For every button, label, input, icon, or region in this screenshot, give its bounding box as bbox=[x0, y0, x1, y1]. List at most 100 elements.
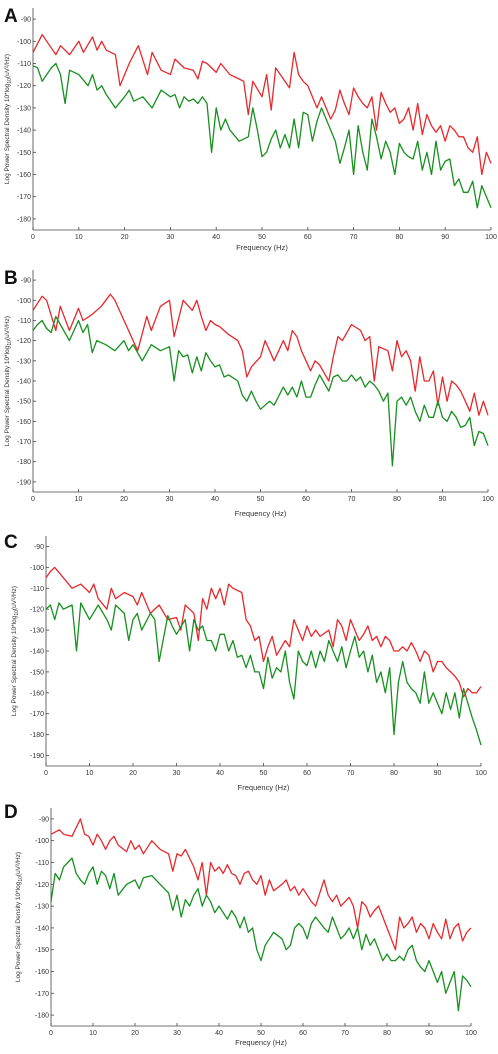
panel-a: A 0 10 20 30 40 50 60 70 80 90 100 -90 -100 -110 -120 -… bbox=[0, 0, 498, 262]
series-line-red bbox=[32, 33, 492, 176]
x-tick-label: 60 bbox=[303, 770, 311, 777]
y-axis-label-main: Log Power Spectral Density 10*log bbox=[15, 881, 22, 982]
x-tick-label: 50 bbox=[257, 1030, 265, 1037]
y-tick-label: -110 bbox=[36, 860, 50, 867]
series-line-red bbox=[50, 818, 472, 951]
x-tick-label: 100 bbox=[485, 234, 497, 241]
y-axis-label-unit: (uV²/Hz) bbox=[4, 54, 11, 78]
x-tick-label: 40 bbox=[212, 234, 220, 241]
y-tick-label: -190 bbox=[17, 479, 31, 486]
y-tick-label: -110 bbox=[18, 61, 32, 68]
y-axis-label-main: Log Power Spectral Density 10*log bbox=[11, 615, 18, 716]
y-tick-label: -180 bbox=[17, 459, 31, 466]
y-tick-label: -150 bbox=[17, 150, 31, 157]
x-tick-label: 20 bbox=[129, 770, 137, 777]
y-axis-label-main: Log Power Spectral Density 10*log bbox=[4, 83, 11, 184]
x-tick-label: 50 bbox=[257, 496, 265, 503]
y-tick-label: -150 bbox=[17, 399, 31, 406]
x-tick-label: 70 bbox=[347, 770, 355, 777]
y-tick-label: -120 bbox=[35, 882, 49, 889]
y-tick-label: -120 bbox=[17, 83, 31, 90]
y-tick-label: -180 bbox=[30, 732, 44, 739]
x-tick-label: 70 bbox=[348, 496, 356, 503]
y-axis-label-main: Log Power Spectral Density 10*log bbox=[4, 345, 11, 446]
x-tick-label: 70 bbox=[350, 234, 358, 241]
x-tick-label: 10 bbox=[86, 770, 94, 777]
y-tick-label: -180 bbox=[35, 1013, 49, 1020]
series-line-green bbox=[45, 602, 482, 746]
x-tick-label: 90 bbox=[425, 1030, 433, 1037]
chart-b: 0 10 20 30 40 50 60 70 80 90 100 -90 -100 -110 -120 -13… bbox=[4, 270, 494, 518]
series-line-green bbox=[50, 857, 472, 1012]
y-axis-label: Log Power Spectral Density 10*log10(uV²/… bbox=[15, 852, 24, 982]
y-axis-label: Log Power Spectral Density 10*log10(uV²/… bbox=[4, 316, 13, 446]
panel-label-c: C bbox=[4, 532, 18, 553]
y-axis-label-sub: 10 bbox=[18, 876, 24, 882]
y-tick-label: -150 bbox=[30, 669, 44, 676]
x-tick-label: 100 bbox=[482, 496, 494, 503]
x-tick-label: 80 bbox=[393, 496, 401, 503]
y-tick-label: -150 bbox=[35, 947, 49, 954]
x-tick-label: 40 bbox=[215, 1030, 223, 1037]
y-tick-label: -140 bbox=[17, 128, 31, 135]
y-axis-label: Log Power Spectral Density 10*log10(uV²/… bbox=[11, 586, 20, 716]
y-tick-label: -130 bbox=[17, 358, 31, 365]
y-tick-label: -160 bbox=[17, 419, 31, 426]
x-tick-label: 90 bbox=[439, 496, 447, 503]
y-tick-label: -120 bbox=[30, 607, 44, 614]
x-tick-label: 50 bbox=[260, 770, 268, 777]
y-axis-label: Log Power Spectral Density 10*log10(uV²/… bbox=[4, 54, 13, 184]
y-tick-label: -190 bbox=[30, 753, 44, 760]
y-tick-label: -180 bbox=[17, 216, 31, 223]
panel-label-b: B bbox=[4, 268, 18, 289]
y-tick-label: -90 bbox=[21, 17, 31, 24]
x-tick-label: 100 bbox=[465, 1030, 477, 1037]
y-tick-label: -130 bbox=[17, 105, 31, 112]
y-axis-label-unit: (uV²/Hz) bbox=[11, 586, 18, 610]
x-tick-label: 0 bbox=[49, 1030, 53, 1037]
chart-a: 0 10 20 30 40 50 60 70 80 90 100 -90 -100 -110 -120 -13… bbox=[4, 8, 497, 252]
y-tick-label: -90 bbox=[21, 278, 31, 285]
y-axis-label-sub: 10 bbox=[7, 78, 13, 84]
y-tick-label: -90 bbox=[39, 816, 49, 823]
panel-label-a: A bbox=[4, 6, 18, 27]
x-tick-label: 90 bbox=[441, 234, 449, 241]
x-tick-label: 20 bbox=[120, 496, 128, 503]
y-tick-label: -130 bbox=[30, 628, 44, 635]
x-tick-label: 0 bbox=[31, 496, 35, 503]
y-axis-label-sub: 10 bbox=[14, 610, 20, 616]
panel-d: D 0 10 20 30 40 50 60 70 80 90 100 -90 -100 -110 -120 -… bbox=[0, 798, 498, 1054]
chart-c: 0 10 20 30 40 50 60 70 80 90 100 -90 -100 -110 -120 -13… bbox=[11, 536, 487, 792]
y-tick-label: -100 bbox=[30, 565, 44, 572]
y-tick-label: -160 bbox=[30, 690, 44, 697]
y-tick-label: -140 bbox=[30, 649, 44, 656]
x-axis-label: Frequency (Hz) bbox=[236, 243, 288, 252]
x-tick-label: 70 bbox=[341, 1030, 349, 1037]
series-line-green bbox=[32, 315, 489, 467]
x-tick-label: 80 bbox=[390, 770, 398, 777]
x-tick-label: 30 bbox=[173, 770, 181, 777]
y-tick-label: -170 bbox=[17, 194, 31, 201]
chart-d: 0 10 20 30 40 50 60 70 80 90 100 -90 -100 -110 -120 -13… bbox=[15, 808, 477, 1047]
x-tick-label: 30 bbox=[173, 1030, 181, 1037]
y-tick-label: -170 bbox=[17, 439, 31, 446]
x-tick-label: 60 bbox=[299, 1030, 307, 1037]
x-tick-label: 10 bbox=[75, 496, 83, 503]
y-tick-label: -170 bbox=[30, 711, 44, 718]
x-tick-label: 20 bbox=[131, 1030, 139, 1037]
x-tick-label: 80 bbox=[396, 234, 404, 241]
x-tick-label: 10 bbox=[89, 1030, 97, 1037]
y-tick-label: -90 bbox=[34, 544, 44, 551]
y-axis-label-unit: (uV²/Hz) bbox=[15, 852, 22, 876]
y-tick-label: -170 bbox=[35, 991, 49, 998]
y-tick-label: -100 bbox=[17, 298, 31, 305]
series-line-green bbox=[32, 62, 492, 209]
y-tick-label: -100 bbox=[35, 838, 49, 845]
panel-b: B 0 10 20 30 40 50 60 70 80 90 100 -90 -100 -110 -120 -… bbox=[0, 262, 498, 526]
x-axis-label: Frequency (Hz) bbox=[235, 509, 287, 518]
panel-c: C 0 10 20 30 40 50 60 70 80 90 100 -90 -100 -110 -120 -… bbox=[0, 526, 498, 798]
y-tick-label: -160 bbox=[17, 172, 31, 179]
y-tick-label: -110 bbox=[18, 318, 32, 325]
x-tick-label: 20 bbox=[121, 234, 129, 241]
series-line-red bbox=[32, 293, 489, 416]
